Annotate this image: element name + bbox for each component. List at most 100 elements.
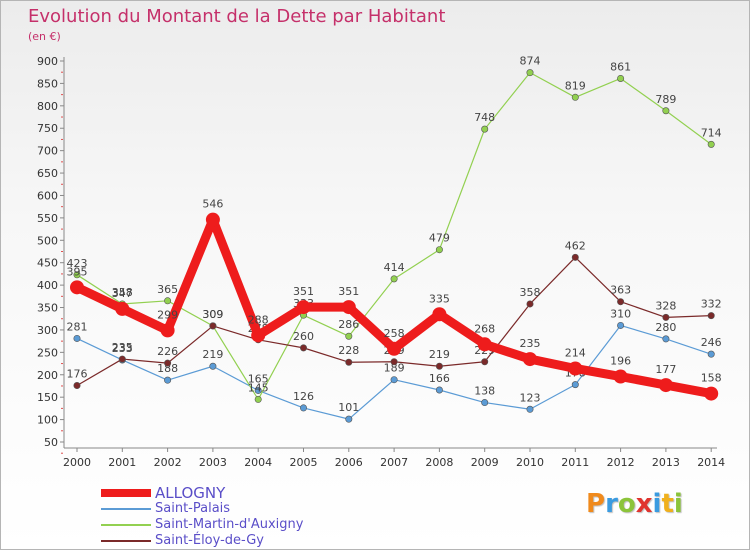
series-point-2 <box>164 376 172 384</box>
data-label-2: 165 <box>248 372 269 385</box>
series-point-1 <box>704 386 719 401</box>
data-label-3: 286 <box>338 318 359 331</box>
series-point-2 <box>707 350 715 358</box>
logo-letter: i <box>652 489 662 519</box>
y-tick-label: 100 <box>37 414 58 427</box>
data-label-3: 414 <box>384 261 405 274</box>
data-label-4: 332 <box>701 298 722 311</box>
legend-swatch <box>101 540 151 542</box>
proxiti-logo: Proxiti <box>586 489 683 519</box>
y-tick-label: 600 <box>37 189 58 202</box>
data-label-3: 789 <box>655 93 676 106</box>
series-point-3 <box>254 395 262 403</box>
series-point-3 <box>345 332 353 340</box>
series-point-1 <box>387 341 402 356</box>
series-point-4 <box>435 362 443 370</box>
series-point-4 <box>118 355 126 363</box>
data-label-4: 219 <box>429 348 450 361</box>
series-point-2 <box>254 386 262 394</box>
data-label-3: 479 <box>429 232 450 245</box>
series-point-2 <box>345 415 353 423</box>
data-label-2: 233 <box>112 342 133 355</box>
logo-letter: t <box>661 489 674 519</box>
data-label-1: 158 <box>701 372 722 385</box>
line-chart: 50 100 150 200 250 300 350 400 450 500 550 600 650 70… <box>37 55 725 469</box>
series-point-3 <box>435 246 443 254</box>
x-tick-label: 2011 <box>561 456 589 469</box>
unit-label: (en €) <box>28 30 61 43</box>
y-tick-label: 300 <box>37 324 58 337</box>
x-tick-label: 2013 <box>652 456 680 469</box>
series-point-1 <box>115 301 130 316</box>
series-point-2 <box>299 404 307 412</box>
series-point-1 <box>70 280 84 295</box>
data-label-3: 145 <box>248 381 269 394</box>
legend-label: ALLOGNY <box>155 484 226 502</box>
series-point-4 <box>73 382 81 390</box>
x-tick-label: 2007 <box>380 456 408 469</box>
series-point-1 <box>432 307 447 322</box>
x-tick-label: 2014 <box>697 456 725 469</box>
series-point-2 <box>662 335 670 343</box>
logo-letter: r <box>605 489 618 519</box>
series-point-3 <box>481 125 489 133</box>
x-tick-label: 2004 <box>244 456 272 469</box>
data-label-4: 309 <box>202 308 223 321</box>
data-label-4: 176 <box>67 368 88 381</box>
series-point-3 <box>164 297 172 305</box>
series-point-3 <box>662 107 670 115</box>
series-point-1 <box>251 328 266 343</box>
y-tick-label: 800 <box>37 100 58 113</box>
series-point-2 <box>481 399 489 407</box>
series-point-3 <box>526 69 534 77</box>
series-point-3 <box>571 93 579 101</box>
data-label-2: 280 <box>655 321 676 334</box>
series-point-2 <box>526 405 534 413</box>
data-label-3: 861 <box>610 60 631 73</box>
legend-swatch <box>101 489 151 497</box>
series-point-4 <box>345 358 353 366</box>
series-point-1 <box>205 212 220 227</box>
data-label-2: 188 <box>157 362 178 375</box>
y-tick-label: 850 <box>37 77 58 90</box>
x-tick-label: 2012 <box>607 456 635 469</box>
data-label-4: 328 <box>655 299 676 312</box>
data-label-4: 358 <box>520 286 541 299</box>
series-point-1 <box>523 352 537 367</box>
data-label-3: 874 <box>520 55 541 68</box>
data-label-1: 351 <box>293 285 314 298</box>
y-tick-label: 200 <box>37 369 58 382</box>
series-point-3 <box>707 140 715 148</box>
series-point-4 <box>390 358 398 366</box>
x-tick-label: 2006 <box>335 456 363 469</box>
data-label-1: 235 <box>520 337 541 350</box>
y-tick-label: 250 <box>37 346 58 359</box>
logo-letter: o <box>617 489 636 519</box>
data-label-2: 123 <box>520 391 541 404</box>
y-tick-label: 700 <box>37 145 58 158</box>
y-tick-label: 750 <box>37 122 58 135</box>
legend-label: Saint-Palais <box>155 501 231 516</box>
data-label-1: 268 <box>474 322 495 335</box>
data-label-1: 351 <box>338 285 359 298</box>
data-label-1: 299 <box>157 308 178 321</box>
series-point-1 <box>477 337 492 352</box>
series-point-2 <box>617 321 625 329</box>
series-point-3 <box>617 74 625 82</box>
chart-title: Evolution du Montant de la Dette par Hab… <box>28 6 446 27</box>
data-label-3: 365 <box>157 283 178 296</box>
series-point-4 <box>571 253 579 261</box>
data-label-2: 166 <box>429 372 450 385</box>
y-tick-label: 150 <box>37 391 58 404</box>
series-point-2 <box>435 386 443 394</box>
y-tick-label: 550 <box>37 212 58 225</box>
data-label-3: 309 <box>202 308 223 321</box>
data-label-3: 358 <box>112 286 133 299</box>
data-label-2: 246 <box>701 336 722 349</box>
data-label-3: 819 <box>565 79 586 92</box>
x-tick-label: 2001 <box>108 456 136 469</box>
series-point-3 <box>390 275 398 283</box>
data-label-2: 219 <box>202 348 223 361</box>
legend-label: Saint-Éloy-de-Gy <box>155 533 264 548</box>
x-tick-label: 2010 <box>516 456 544 469</box>
